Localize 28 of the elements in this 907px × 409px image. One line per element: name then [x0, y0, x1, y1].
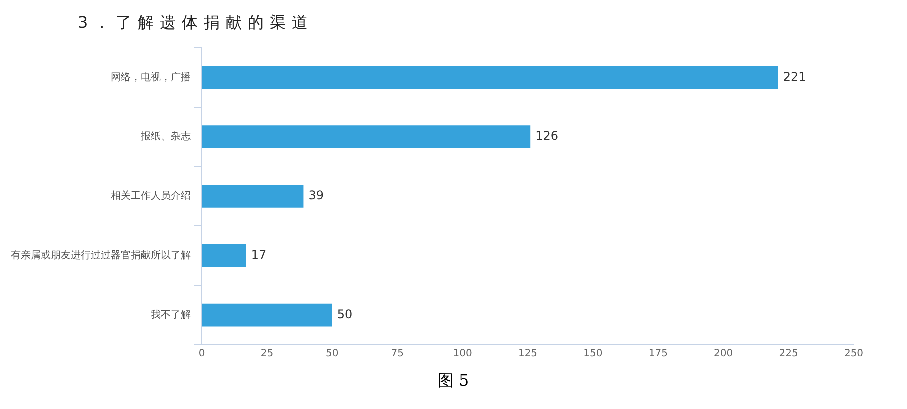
bar — [202, 244, 246, 268]
data-label: 39 — [308, 188, 324, 203]
y-tick-label: 有亲属或朋友进行过过器官捐献所以了解 — [11, 249, 191, 262]
bar — [202, 304, 332, 327]
x-tick-label: 125 — [518, 348, 538, 360]
caption: 图 5 — [436, 371, 470, 392]
y-tick-label: 相关工作人员介绍 — [111, 190, 191, 202]
data-label: 221 — [783, 70, 806, 84]
x-tick-label: 75 — [391, 348, 404, 360]
chart-title: 3．了解遗体捐献的渠道 — [77, 12, 316, 34]
x-tick-label: 25 — [260, 348, 274, 360]
x-tick-label: 0 — [198, 348, 206, 360]
y-tick-label: 报纸、杂志 — [140, 130, 191, 143]
x-tick-label: 225 — [779, 348, 798, 360]
x-tick-label: 175 — [648, 348, 668, 360]
data-label: 50 — [337, 307, 353, 322]
data-label: 126 — [536, 129, 559, 144]
x-tick-label: 200 — [714, 348, 734, 360]
x-tick-label: 250 — [844, 348, 864, 360]
bar — [202, 185, 304, 208]
data-label: 17 — [251, 248, 267, 262]
x-tick-label: 150 — [584, 348, 603, 360]
x-tick-label: 100 — [453, 348, 472, 360]
x-tick-label: 50 — [326, 348, 339, 360]
bar — [202, 126, 531, 149]
y-tick-label: 我不了解 — [151, 308, 191, 321]
bar — [202, 66, 778, 90]
y-tick-label: 网络，电视，广播 — [111, 71, 191, 84]
